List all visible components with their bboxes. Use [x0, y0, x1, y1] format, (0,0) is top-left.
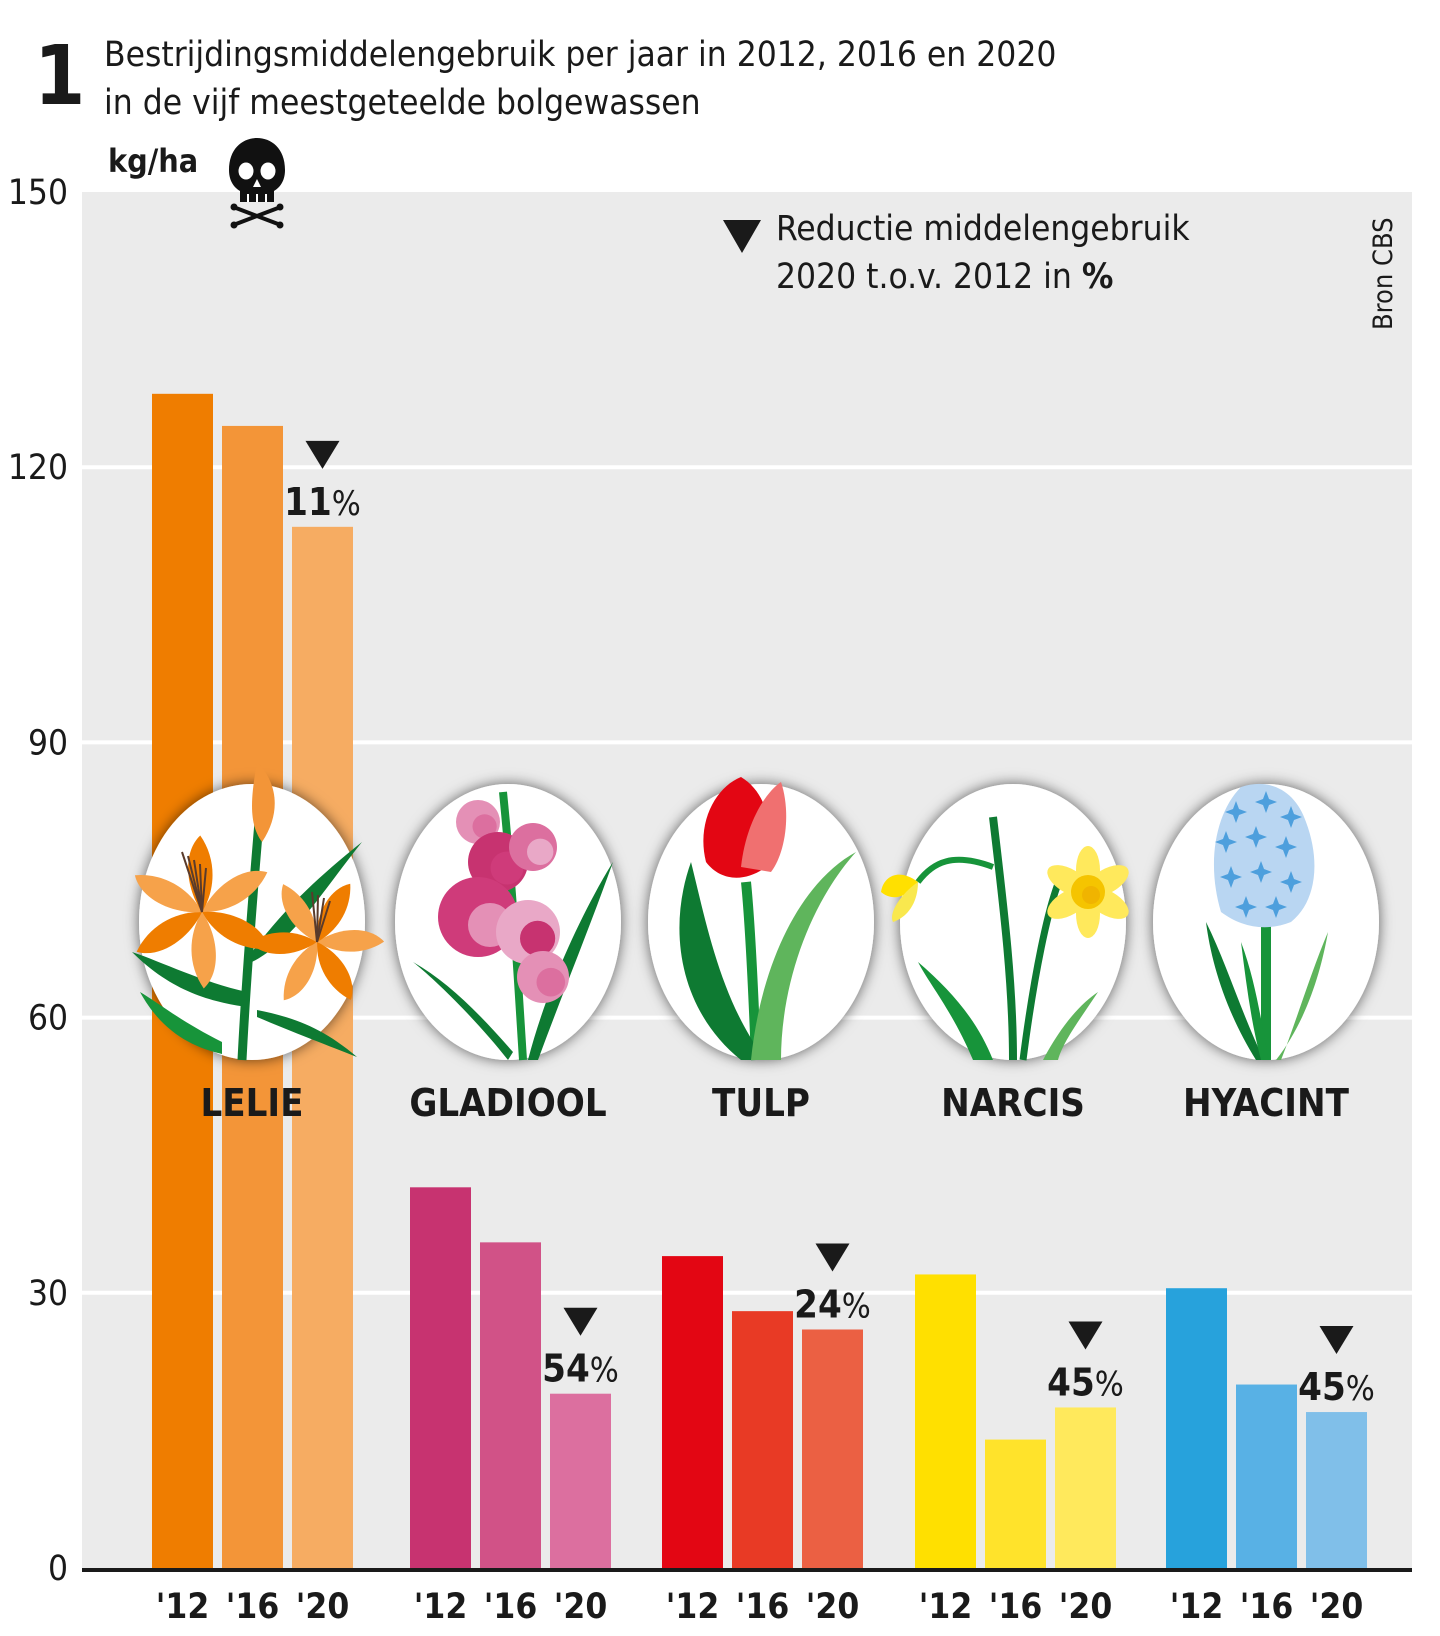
- reduction-unit: %: [332, 484, 361, 524]
- reduction-triangle-icon: [815, 1243, 850, 1272]
- x-tick-label: '20: [1059, 1587, 1112, 1627]
- x-tick-label: '20: [554, 1587, 607, 1627]
- reduction-unit: %: [590, 1351, 619, 1391]
- reduction-label: 11%: [284, 480, 361, 524]
- flower-oval: [132, 762, 385, 1061]
- skull-icon: [229, 138, 285, 229]
- legend-triangle-icon: [723, 220, 761, 253]
- x-tick-label: '12: [666, 1587, 719, 1627]
- flower-oval: [395, 784, 621, 1061]
- bar: [550, 1393, 611, 1568]
- crop-label: HYACINT: [1183, 1081, 1350, 1125]
- bar: [1236, 1384, 1297, 1568]
- flower-oval: [1153, 783, 1379, 1060]
- legend-unit: %: [1082, 257, 1114, 297]
- bar: [985, 1439, 1046, 1568]
- flower-illustration: [679, 777, 856, 1061]
- flower-oval: [648, 777, 874, 1061]
- reduction-value: 45: [1298, 1365, 1346, 1409]
- flower-illustration: [132, 762, 385, 1061]
- x-tick-label: '12: [156, 1587, 209, 1627]
- flower-illustration: [413, 791, 613, 1061]
- bar: [915, 1274, 976, 1568]
- figure-number: 1: [34, 29, 85, 124]
- bar: [480, 1242, 541, 1568]
- x-tick-label: '12: [414, 1587, 467, 1627]
- legend-text-line1: Reductie middelengebruik: [776, 209, 1190, 249]
- reduction-label: 45%: [1047, 1360, 1124, 1404]
- x-tick-label: '20: [1310, 1587, 1363, 1627]
- x-tick-label: '20: [296, 1587, 349, 1627]
- crop-label: TULP: [712, 1081, 810, 1125]
- bar: [410, 1187, 471, 1568]
- x-tick-label: '12: [919, 1587, 972, 1627]
- x-tick-label: '16: [736, 1587, 789, 1627]
- y-tick-label: 60: [28, 999, 68, 1039]
- flower-illustrations: LELIE GLADIOOL TULP NARCIS HYACINT: [132, 762, 1379, 1125]
- x-tick-label: '16: [989, 1587, 1042, 1627]
- crop-label: LELIE: [201, 1081, 304, 1125]
- annotations: 11%54%24%45% 45%: [284, 440, 1375, 1409]
- reduction-value: 24: [794, 1282, 842, 1326]
- reduction-triangle-icon: [1319, 1326, 1354, 1355]
- reduction-label: 24%: [794, 1282, 871, 1326]
- x-tick-label: '16: [484, 1587, 537, 1627]
- y-tick-label: 30: [28, 1274, 68, 1314]
- reduction-value: 54: [542, 1347, 590, 1391]
- y-tick-label: 0: [48, 1549, 68, 1589]
- reduction-unit: %: [1346, 1369, 1375, 1409]
- flower-illustration: [881, 816, 1129, 1061]
- bar: [732, 1311, 793, 1568]
- chart-subtitle: in de vijf meestgeteelde bolgewassen: [104, 83, 701, 123]
- x-tick-label: '20: [806, 1587, 859, 1627]
- reduction-value: 45: [1047, 1360, 1095, 1404]
- reduction-label: 54%: [542, 1347, 619, 1391]
- y-tick-label: 150: [8, 173, 68, 213]
- reduction-triangle-icon: [305, 440, 340, 469]
- x-tick-label: '16: [226, 1587, 279, 1627]
- reduction-unit: %: [1095, 1364, 1124, 1404]
- x-tick-label: '12: [1170, 1587, 1223, 1627]
- chart-title: Bestrijdingsmiddelengebruik per jaar in …: [104, 35, 1056, 75]
- x-tick-label: '16: [1240, 1587, 1293, 1627]
- reduction-triangle-icon: [1068, 1321, 1103, 1350]
- y-axis-label: kg/ha: [108, 142, 198, 180]
- y-tick-labels: 0 30 60 90 120 150: [8, 173, 68, 1589]
- crop-label: GLADIOOL: [409, 1081, 606, 1125]
- flower-oval: [881, 784, 1129, 1061]
- source-label: Bron CBS: [1368, 217, 1399, 330]
- reduction-unit: %: [842, 1286, 871, 1326]
- y-tick-label: 120: [8, 448, 68, 488]
- bar: [1166, 1288, 1227, 1568]
- bar: [802, 1329, 863, 1568]
- bar: [1055, 1407, 1116, 1568]
- reduction-triangle-icon: [563, 1307, 598, 1336]
- bar: [1306, 1412, 1367, 1568]
- y-tick-label: 90: [28, 723, 68, 763]
- legend-text-line2: 2020 t.o.v. 2012 in %: [776, 257, 1113, 297]
- flower-illustration: [1206, 783, 1328, 1060]
- reduction-value: 11: [284, 480, 332, 524]
- reduction-label: 45%: [1298, 1365, 1375, 1409]
- x-tick-labels: '12 '16 '20 '12 '16 '20 '12 '16 '20 '12 '16 '20 '12 '…: [156, 1587, 1363, 1627]
- legend-text-line2-main: 2020 t.o.v. 2012 in: [776, 257, 1072, 297]
- bar: [662, 1256, 723, 1568]
- crop-label: NARCIS: [941, 1081, 1085, 1125]
- oval-background: [900, 784, 1126, 1060]
